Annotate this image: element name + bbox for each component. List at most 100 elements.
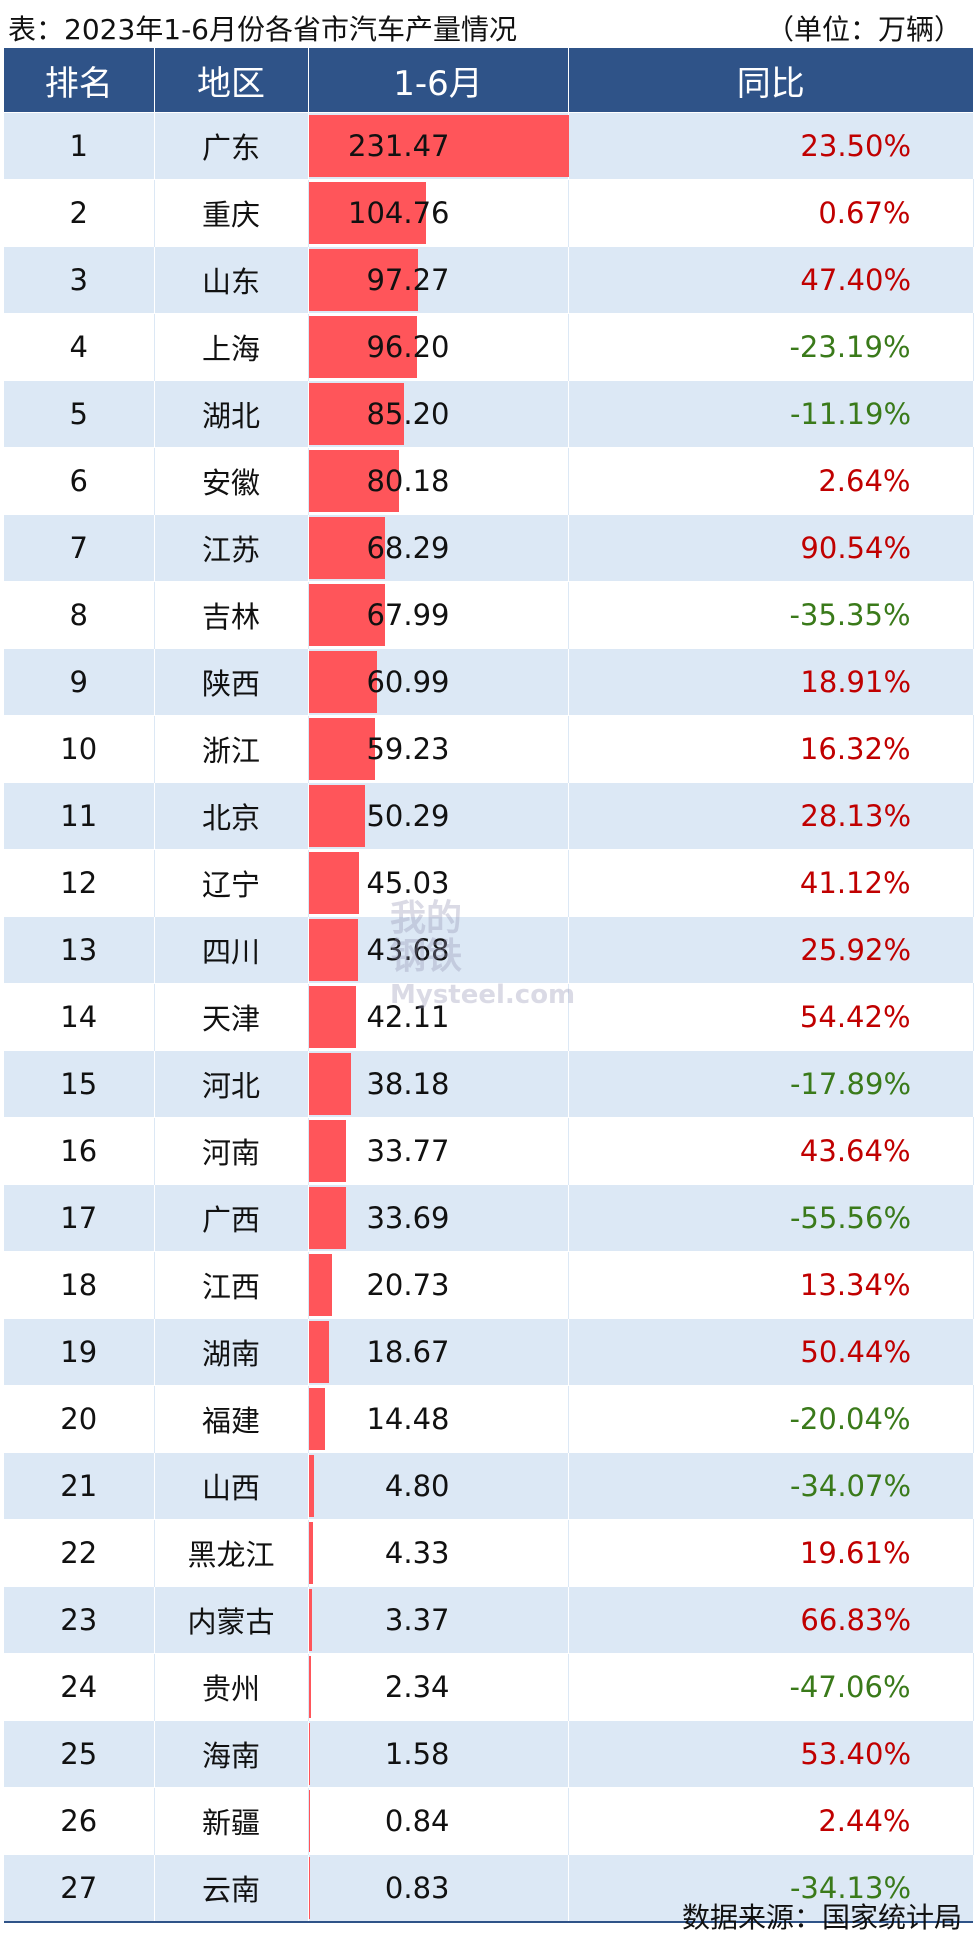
cell-rank: 22 <box>4 1519 155 1587</box>
cell-yoy: -23.19% <box>568 313 974 381</box>
table-row: 24 贵州 2.34 -47.06% <box>4 1653 974 1721</box>
cell-value: 1.58 <box>308 1720 569 1788</box>
value-label: 4.80 <box>384 1469 450 1503</box>
cell-yoy: 25.92% <box>568 916 973 984</box>
cell-region: 海南 <box>154 1720 309 1788</box>
cell-value: 60.99 <box>308 648 569 716</box>
cell-value: 43.68 <box>308 916 569 984</box>
cell-yoy: 18.91% <box>568 648 973 716</box>
value-label: 97.27 <box>366 263 450 297</box>
cell-rank: 15 <box>4 1050 155 1118</box>
cell-yoy: 2.64% <box>568 447 974 515</box>
cell-value: 85.20 <box>308 380 569 448</box>
value-bar <box>308 1723 311 1785</box>
table-bottom-rule <box>4 1921 973 1923</box>
cell-region: 内蒙古 <box>154 1586 309 1654</box>
cell-region: 贵州 <box>154 1653 309 1721</box>
cell-region: 山西 <box>154 1452 309 1520</box>
cell-value: 0.83 <box>308 1854 569 1921</box>
value-bar <box>308 785 365 847</box>
value-label: 43.68 <box>366 933 450 967</box>
cell-yoy: 19.61% <box>568 1519 974 1587</box>
cell-value: 3.37 <box>308 1586 569 1654</box>
value-label: 231.47 <box>348 129 450 163</box>
value-label: 3.37 <box>384 1603 450 1637</box>
cell-rank: 17 <box>4 1184 155 1252</box>
value-label: 45.03 <box>366 866 450 900</box>
cell-yoy: 23.50% <box>568 112 973 180</box>
cell-yoy: -20.04% <box>568 1385 974 1453</box>
value-bar <box>308 182 427 244</box>
table-row: 2 重庆 104.76 0.67% <box>4 179 974 247</box>
cell-region: 广东 <box>154 112 309 180</box>
cell-rank: 10 <box>4 715 155 783</box>
header-yoy: 同比 <box>568 48 973 113</box>
cell-region: 湖南 <box>154 1318 309 1386</box>
value-bar <box>308 1656 312 1718</box>
table-row: 13 四川 43.68 25.92% <box>4 916 973 984</box>
cell-region: 黑龙江 <box>154 1519 309 1587</box>
cell-rank: 9 <box>4 648 155 716</box>
header-value: 1-6月 <box>308 48 569 113</box>
cell-value: 104.76 <box>308 179 569 247</box>
cell-value: 96.20 <box>308 313 569 381</box>
cell-rank: 8 <box>4 581 155 649</box>
cell-yoy: -47.06% <box>568 1653 974 1721</box>
value-label: 20.73 <box>366 1268 450 1302</box>
value-label: 38.18 <box>366 1067 450 1101</box>
cell-rank: 11 <box>4 782 155 850</box>
value-label: 80.18 <box>366 464 450 498</box>
value-bar <box>308 450 399 512</box>
cell-region: 陕西 <box>154 648 309 716</box>
cell-yoy: 2.44% <box>568 1787 974 1855</box>
value-bar <box>308 1790 310 1852</box>
value-label: 33.77 <box>366 1134 450 1168</box>
cell-rank: 14 <box>4 983 155 1051</box>
table-row: 15 河北 38.18 -17.89% <box>4 1050 973 1118</box>
value-bar <box>308 986 356 1048</box>
cell-rank: 25 <box>4 1720 155 1788</box>
cell-value: 97.27 <box>308 246 569 314</box>
cell-region: 福建 <box>154 1385 309 1453</box>
table-row: 14 天津 42.11 54.42% <box>4 983 974 1051</box>
cell-value: 231.47 <box>308 112 569 180</box>
table-title: 表：2023年1-6月份各省市汽车产量情况 <box>8 13 517 46</box>
table-row: 27 云南 0.83 -34.13% <box>4 1854 973 1921</box>
cell-value: 14.48 <box>308 1385 569 1453</box>
cell-region: 湖北 <box>154 380 309 448</box>
cell-rank: 20 <box>4 1385 155 1453</box>
cell-region: 重庆 <box>154 179 309 247</box>
table-row: 19 湖南 18.67 50.44% <box>4 1318 973 1386</box>
cell-value: 42.11 <box>308 983 569 1051</box>
cell-rank: 5 <box>4 380 155 448</box>
value-bar <box>308 115 569 177</box>
cell-yoy: -34.07% <box>568 1452 973 1520</box>
value-bar <box>308 584 385 646</box>
cell-region: 河北 <box>154 1050 309 1118</box>
value-label: 2.34 <box>384 1670 450 1704</box>
value-label: 104.76 <box>348 196 450 230</box>
cell-region: 四川 <box>154 916 309 984</box>
cell-value: 2.34 <box>308 1653 569 1721</box>
value-bar <box>308 1187 347 1249</box>
cell-yoy: 28.13% <box>568 782 973 850</box>
value-label: 33.69 <box>366 1201 450 1235</box>
cell-yoy: -11.19% <box>568 380 973 448</box>
table-row: 18 江西 20.73 13.34% <box>4 1251 974 1319</box>
cell-rank: 7 <box>4 514 155 582</box>
value-label: 18.67 <box>366 1335 450 1369</box>
table-row: 11 北京 50.29 28.13% <box>4 782 973 850</box>
value-bar <box>308 383 405 445</box>
cell-region: 云南 <box>154 1854 309 1921</box>
table-row: 3 山东 97.27 47.40% <box>4 246 973 314</box>
value-label: 96.20 <box>366 330 450 364</box>
value-label: 85.20 <box>366 397 450 431</box>
unit-label: （单位：万辆） <box>765 13 962 46</box>
cell-value: 80.18 <box>308 447 569 515</box>
cell-region: 新疆 <box>154 1787 309 1855</box>
value-label: 50.29 <box>366 799 450 833</box>
value-bar <box>308 852 360 914</box>
cell-rank: 2 <box>4 179 155 247</box>
table-row: 7 江苏 68.29 90.54% <box>4 514 973 582</box>
value-bar <box>308 1522 314 1584</box>
